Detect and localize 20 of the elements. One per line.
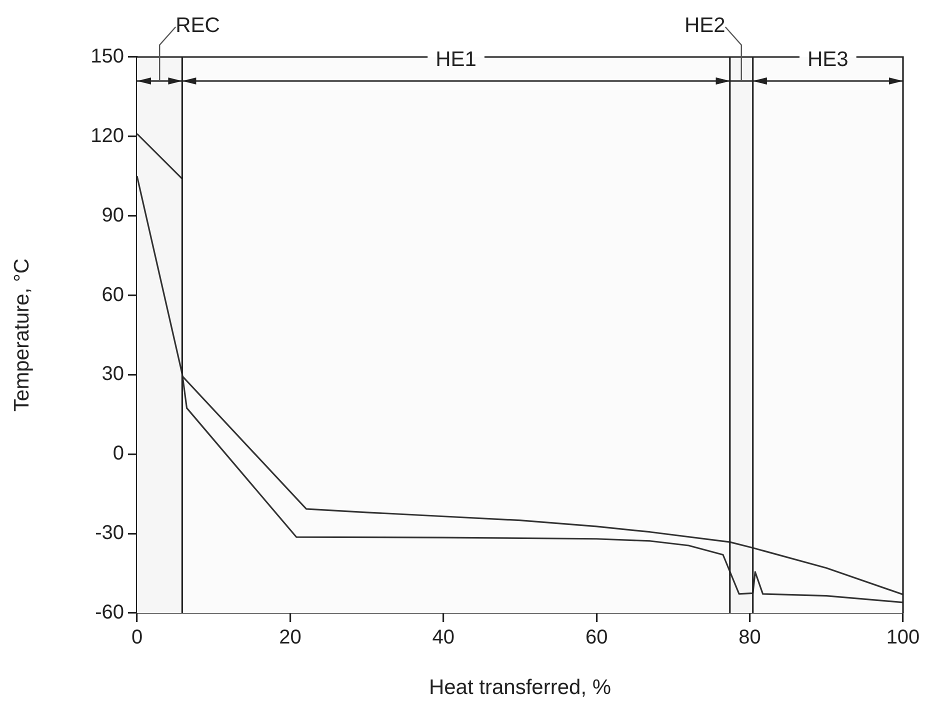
y-tick-label: 150	[90, 46, 124, 68]
x-tick-label: 20	[279, 626, 302, 649]
x-tick-label: 60	[585, 626, 608, 649]
band-label: HE2	[684, 14, 726, 37]
y-tick-label: -30	[95, 522, 124, 544]
y-tick-label: -60	[95, 602, 124, 624]
y-tick-label: 120	[90, 124, 124, 147]
x-tick-label: 80	[738, 626, 761, 649]
x-axis-title: Heat transferred, %	[428, 676, 612, 700]
band-label: REC	[176, 14, 220, 37]
y-tick-label: 30	[102, 363, 124, 386]
y-tick-label: 60	[102, 284, 124, 306]
y-tick-label: 90	[102, 204, 124, 226]
x-tick-label: 100	[886, 626, 920, 649]
band-label: HE1	[436, 48, 476, 71]
y-tick-label: 0	[112, 442, 124, 465]
x-tick-label: 40	[432, 626, 455, 649]
band-label: HE3	[808, 48, 848, 71]
y-axis-title: Temperature, °C	[10, 258, 34, 412]
x-tick-label: 0	[131, 626, 143, 649]
